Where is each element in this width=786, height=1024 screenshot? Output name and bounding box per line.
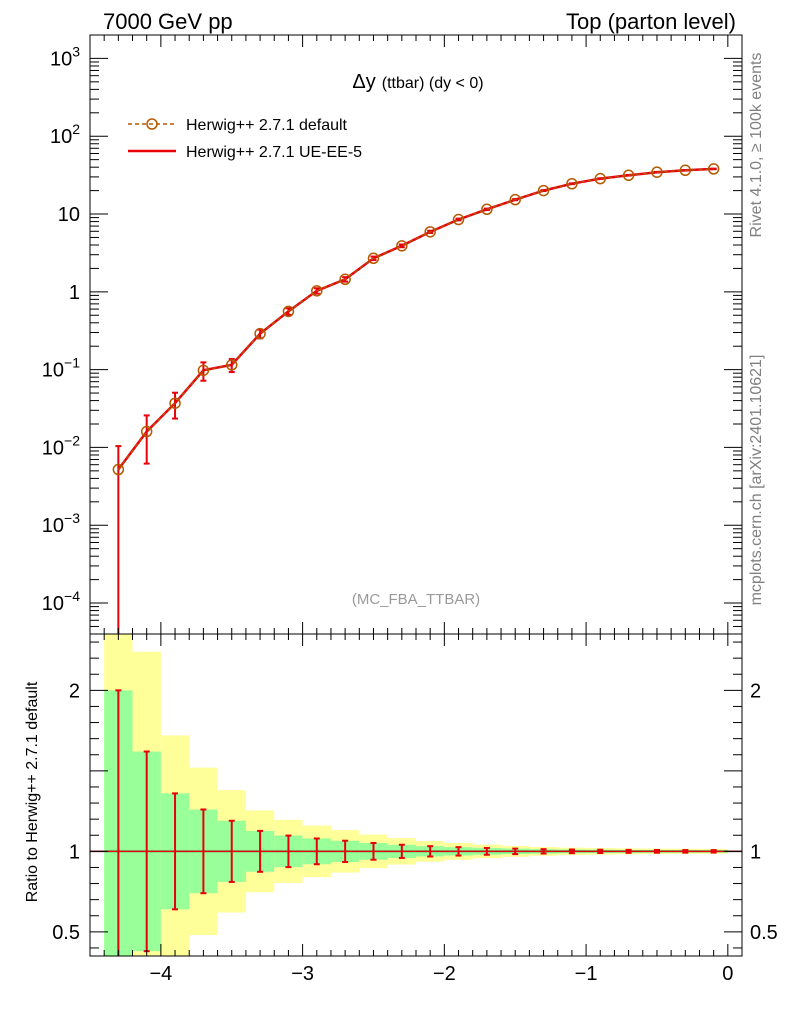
legend: Herwig++ 2.7.1 default Herwig++ 2.7.1 UE… — [128, 117, 362, 161]
series-point-default — [622, 169, 635, 182]
series-point-default — [254, 327, 266, 340]
series-point-default — [481, 203, 493, 216]
y-tick-label: 1 — [69, 282, 80, 304]
series-point-default — [537, 184, 550, 197]
series-point-default — [707, 163, 720, 175]
mcplots-label: mcplots.cern.ch [arXiv:2401.10621] — [748, 355, 765, 606]
legend-ue-label: Herwig++ 2.7.1 UE-EE-5 — [186, 144, 362, 161]
rivet-version-label: Rivet 4.1.0, ≥ 100k events — [748, 53, 765, 238]
ratio-bands — [104, 634, 728, 956]
ratio-y-tick-label: 0.5 — [52, 922, 80, 944]
ratio-y-tick-label: 1 — [69, 841, 80, 863]
ratio-y-tick-label-right: 1 — [750, 841, 761, 863]
series-point-default — [651, 166, 663, 178]
ratio-panel-frame — [89, 633, 743, 957]
ratio-y-tick-label-right: 2 — [750, 680, 761, 702]
header-left-label: 7000 GeV pp — [103, 9, 233, 34]
series-point-default — [452, 213, 465, 226]
y-tick-label: 10−4 — [42, 588, 80, 615]
x-tick-label: −3 — [291, 963, 314, 985]
series-point-default — [679, 164, 692, 177]
series-line-ue-ee-5 — [117, 167, 714, 471]
x-tick-label: −4 — [149, 963, 172, 985]
plot-title: Δy (ttbar) (dy < 0) — [352, 71, 483, 93]
series-point-default — [140, 425, 153, 438]
y-tick-label: 102 — [50, 121, 80, 148]
ratio-y-tick-label-right: 0.5 — [750, 922, 778, 944]
y-tick-label: 10−3 — [42, 510, 80, 537]
x-tick-label: 0 — [722, 963, 733, 985]
header-right-label: Top (parton level) — [566, 9, 736, 34]
legend-default-label: Herwig++ 2.7.1 default — [186, 117, 348, 134]
y-tick-label: 10−1 — [42, 355, 80, 382]
series-point-default — [197, 364, 210, 377]
series-point-default — [169, 397, 181, 409]
series-point-default — [311, 285, 323, 297]
series-point-default — [339, 273, 351, 286]
ratio-marks — [90, 689, 742, 956]
series-point-default — [396, 240, 408, 252]
series-point-default — [509, 193, 521, 206]
ratio-y-tick-label: 2 — [69, 680, 80, 702]
main-curves — [112, 163, 720, 634]
plot-title-main: Δy — [352, 71, 375, 93]
series-point-default — [594, 172, 607, 185]
y-tick-label: 10−2 — [42, 432, 80, 459]
series-point-default — [367, 252, 380, 265]
plot-title-sub: (ttbar) (dy < 0) — [382, 75, 484, 92]
series-point-default — [566, 177, 578, 190]
series-point-default — [424, 226, 436, 238]
x-tick-label: −2 — [433, 963, 456, 985]
series-point-default — [112, 463, 125, 476]
analysis-label: (MC_FBA_TTBAR) — [352, 591, 480, 608]
y-tick-label: 10 — [58, 204, 80, 226]
series-line-default — [117, 168, 714, 470]
legend-default-marker — [146, 118, 158, 130]
series-point-default — [225, 359, 238, 371]
axes: −4 −3 −2 −1 0 10−4 10−3 10−2 10−1 1 10 102 103 0.5 0.5… — [42, 34, 778, 985]
x-tick-label: −1 — [575, 963, 598, 985]
y-tick-label: 103 — [50, 43, 80, 70]
ratio-axis-title: Ratio to Herwig++ 2.7.1 default — [24, 681, 41, 902]
series-point-default — [282, 305, 295, 318]
